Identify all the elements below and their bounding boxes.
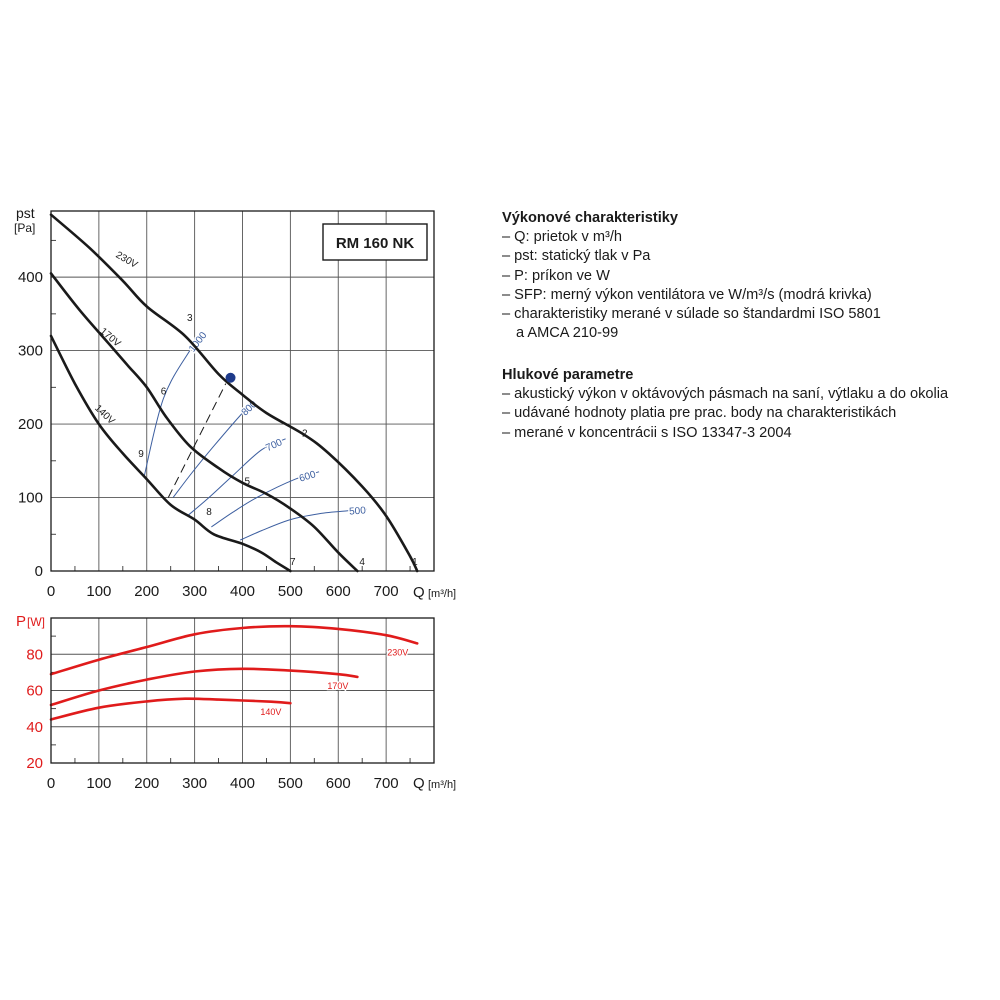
power-curve-230V — [49, 624, 419, 676]
x-tick-label: 100 — [86, 775, 111, 792]
noise-line: – merané v koncentrácii s ISO 13347-3 20… — [502, 424, 792, 441]
x-tick-label: 400 — [230, 775, 255, 792]
pressure-grid — [51, 211, 434, 571]
model-box: RM 160 NK — [322, 223, 428, 261]
performance-line: – P: príkon ve W — [502, 267, 610, 284]
power-x-label: Q — [413, 775, 425, 792]
performance-line: – pst: statický tlak v Pa — [502, 248, 651, 265]
curve-point-label: 1 — [412, 557, 418, 568]
performance-line: a AMCA 210-99 — [516, 325, 619, 342]
curve-point-label: 4 — [359, 557, 365, 568]
power-series-label: 140V — [260, 707, 281, 717]
curve-point-label: 2 — [302, 429, 308, 440]
chart-title: RM 160 NK — [336, 235, 415, 252]
x-tick-label: 300 — [182, 583, 207, 600]
pressure-series — [49, 213, 419, 573]
sfp-label: 500 — [349, 505, 367, 517]
voltage-label: 230V — [114, 250, 140, 271]
power-series-label: 170V — [327, 681, 348, 691]
pressure-y-unit: [Pa] — [14, 221, 35, 235]
y-tick-label: 300 — [18, 343, 43, 360]
performance-description: Výkonové charakteristiky – Q: prietok v … — [502, 209, 982, 343]
y-tick-label: 100 — [18, 490, 43, 507]
power-y-unit: [W] — [27, 615, 45, 629]
y-tick-label: 60 — [26, 683, 43, 700]
x-tick-label: 600 — [326, 775, 351, 792]
power-series-label: 230V — [387, 647, 408, 657]
plot-frame — [50, 210, 435, 572]
power-axes: 0 100 200 300 400 500 600 700 20 40 60 80 — [26, 617, 435, 792]
x-tick-label: 700 — [374, 775, 399, 792]
x-tick-label: 200 — [134, 775, 159, 792]
noise-line: – udávané hodnoty platia pre prac. body … — [502, 405, 897, 422]
voltage-label: 140V — [92, 403, 117, 427]
x-tick-label: 0 — [47, 583, 55, 600]
power-y-label: P — [16, 613, 26, 630]
pressure-curve-140V — [49, 334, 292, 573]
curve-point-label: 7 — [290, 557, 296, 568]
sfp-label: 700 — [264, 437, 284, 454]
power-curve-140V — [49, 697, 292, 721]
y-tick-label: 200 — [18, 416, 43, 433]
y-tick-label: 40 — [26, 719, 43, 736]
x-tick-label: 300 — [182, 775, 207, 792]
performance-line: – charakteristiky merané v súlade so šta… — [502, 306, 881, 323]
operating-point — [225, 372, 236, 383]
performance-heading: Výkonové charakteristiky — [502, 210, 679, 226]
pressure-curve-170V — [49, 272, 359, 573]
sfp-curve — [143, 331, 205, 476]
power-series: 230V 170V 140V — [49, 624, 419, 721]
pressure-axes: 0 100 200 300 400 500 600 700 0 100 200 300 400 — [18, 210, 435, 600]
x-tick-label: 500 — [278, 583, 303, 600]
pressure-x-unit: [m³/h] — [428, 588, 456, 600]
y-tick-label: 0 — [35, 563, 43, 580]
pressure-curve-230V — [49, 213, 419, 573]
sfp-curve — [239, 508, 368, 541]
y-tick-label: 80 — [26, 646, 43, 663]
curve-point-label: 6 — [161, 387, 167, 398]
noise-line: – akustický výkon v oktávových pásmach n… — [502, 386, 949, 403]
plot-frame — [50, 617, 435, 764]
x-tick-label: 600 — [326, 583, 351, 600]
curve-point-label: 8 — [206, 507, 212, 518]
sfp-label: 600 — [298, 469, 318, 485]
x-tick-label: 500 — [278, 775, 303, 792]
pressure-x-label: Q — [413, 584, 425, 601]
sfp-curve — [211, 471, 320, 528]
x-tick-label: 0 — [47, 775, 55, 792]
sfp-curve — [172, 401, 255, 498]
dashed-line — [167, 383, 227, 498]
x-tick-label: 700 — [374, 583, 399, 600]
x-tick-label: 100 — [86, 583, 111, 600]
curve-point-label: 5 — [245, 476, 251, 487]
performance-line: – Q: prietok v m³/h — [502, 229, 623, 246]
power-grid — [51, 618, 434, 763]
pressure-y-label: pst — [16, 205, 35, 221]
x-tick-label: 400 — [230, 583, 255, 600]
performance-line: – SFP: merný výkon ventilátora ve W/m³/s… — [502, 286, 872, 303]
y-tick-label: 400 — [18, 269, 43, 286]
curve-point-label: 3 — [187, 313, 193, 324]
curve-point-label: 9 — [138, 449, 144, 460]
y-tick-label: 20 — [26, 755, 43, 772]
x-tick-label: 200 — [134, 583, 159, 600]
noise-description: Hlukové parametre – akustický výkon v ok… — [502, 366, 982, 443]
power-chart: 230V 170V 140V 0 100 200 300 400 500 600 700 20 40 6… — [16, 613, 456, 792]
power-x-unit: [m³/h] — [428, 779, 456, 791]
noise-heading: Hlukové parametre — [502, 367, 634, 383]
sfp-curve — [187, 438, 286, 517]
power-curve-170V — [49, 667, 359, 707]
